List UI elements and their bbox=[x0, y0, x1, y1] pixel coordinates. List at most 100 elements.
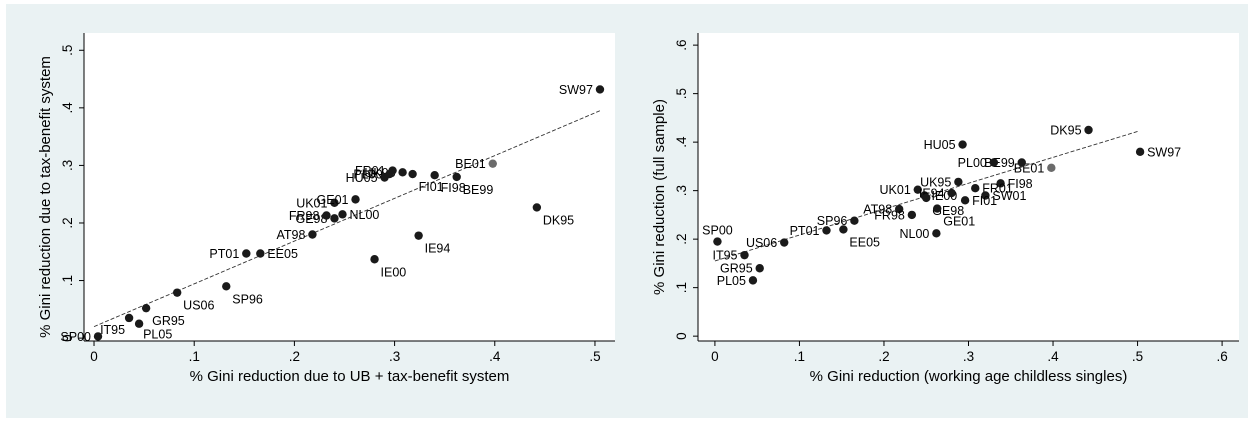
x-axis-title: % Gini reduction (working age childless … bbox=[810, 368, 1128, 385]
x-tick-label: .2 bbox=[289, 349, 300, 364]
point-label: SW97 bbox=[1147, 145, 1181, 159]
data-point bbox=[330, 198, 339, 208]
y-tick-label: .3 bbox=[60, 160, 75, 171]
data-point bbox=[850, 216, 859, 225]
data-point bbox=[740, 250, 749, 260]
point-label: SP96 bbox=[817, 214, 848, 228]
x-tick-label: .1 bbox=[189, 349, 200, 364]
point-label: SP96 bbox=[232, 292, 263, 306]
y-tick-label: .3 bbox=[674, 185, 689, 196]
data-point bbox=[532, 203, 542, 212]
data-point bbox=[960, 196, 970, 205]
point-label: BE01 bbox=[455, 157, 486, 171]
left-scatter-chart: 0 .1 .2 .3 .4 .5 0 .1 .2 .3 .4 .5 % Gini reduction d… bbox=[37, 33, 615, 385]
data-point bbox=[933, 204, 942, 213]
data-point bbox=[134, 319, 144, 328]
data-point bbox=[308, 230, 317, 239]
right-scatter-chart: 0 .1 .2 .3 .4 .5 .6 0 .1 .2 .3 .4 .5 .6 % Gini reducti… bbox=[651, 33, 1239, 385]
x-tick-label: .4 bbox=[1047, 349, 1059, 364]
point-label: PT01 bbox=[209, 247, 239, 261]
point-label: AT98 bbox=[863, 203, 892, 217]
x-tick-label: .1 bbox=[794, 349, 805, 364]
point-label: UK95 bbox=[920, 175, 951, 189]
data-point bbox=[822, 226, 831, 235]
data-point bbox=[1084, 125, 1093, 135]
point-label: GE01 bbox=[943, 215, 975, 229]
y-axis-title: % Gini reduction due to tax-benefit syst… bbox=[37, 56, 54, 338]
point-label: IT95 bbox=[712, 249, 737, 263]
data-point bbox=[172, 288, 182, 297]
data-point bbox=[907, 210, 917, 220]
x-tick-label: 0 bbox=[711, 349, 719, 364]
data-point bbox=[242, 249, 251, 258]
data-point bbox=[996, 179, 1005, 188]
point-label: HU05 bbox=[924, 138, 956, 152]
data-point bbox=[894, 204, 904, 214]
data-point bbox=[839, 225, 848, 234]
y-tick-label: .4 bbox=[60, 102, 75, 114]
point-label: EE05 bbox=[849, 235, 880, 249]
point-label: FI98 bbox=[441, 181, 466, 195]
point-label: EE05 bbox=[267, 247, 298, 261]
point-label: PL00 bbox=[353, 168, 382, 182]
point-label: DK95 bbox=[1050, 124, 1081, 138]
point-label: HU05 bbox=[346, 171, 378, 185]
point-label: FR01 bbox=[355, 164, 386, 178]
data-point bbox=[981, 191, 990, 200]
data-point bbox=[947, 188, 956, 198]
point-label: PL00 bbox=[958, 156, 987, 170]
point-label: GR95 bbox=[152, 314, 185, 328]
point-label: PL05 bbox=[143, 328, 172, 342]
point-label: SP00 bbox=[702, 224, 733, 238]
point-label: GR95 bbox=[720, 262, 753, 276]
point-label: FI01 bbox=[972, 194, 997, 208]
data-point bbox=[780, 238, 789, 247]
data-point bbox=[595, 85, 605, 94]
data-point bbox=[141, 303, 151, 313]
y-tick-label: 0 bbox=[60, 334, 75, 342]
data-point bbox=[755, 264, 764, 273]
point-label: GE01 bbox=[317, 193, 349, 207]
x-tick-label: .4 bbox=[489, 349, 501, 364]
point-label: PT01 bbox=[790, 224, 820, 238]
point-label: IE94 bbox=[425, 242, 451, 256]
y-tick-label: .6 bbox=[674, 39, 689, 50]
data-point bbox=[913, 185, 922, 194]
x-tick-label: .6 bbox=[1216, 349, 1227, 364]
point-label: DK95 bbox=[543, 213, 574, 227]
data-point bbox=[954, 177, 963, 187]
data-point bbox=[330, 214, 339, 223]
point-label: SW01 bbox=[992, 189, 1026, 203]
data-point bbox=[932, 229, 941, 238]
data-point bbox=[93, 332, 103, 341]
point-label: US06 bbox=[183, 299, 214, 313]
data-point bbox=[922, 193, 931, 203]
point-label: FR98 bbox=[289, 209, 320, 223]
data-point bbox=[958, 140, 967, 149]
point-label: UK01 bbox=[296, 196, 327, 210]
data-point bbox=[370, 255, 379, 264]
data-point bbox=[408, 169, 417, 179]
data-point bbox=[713, 237, 722, 246]
plot-area bbox=[698, 33, 1239, 341]
y-tick-label: .2 bbox=[60, 217, 75, 228]
data-point bbox=[452, 172, 461, 182]
data-point bbox=[322, 211, 331, 220]
y-axis-title: % Gini reduction (full sample) bbox=[651, 99, 668, 295]
point-label: NL00 bbox=[899, 227, 929, 241]
point-label: IE00 bbox=[381, 265, 407, 279]
point-label: FI01 bbox=[419, 180, 444, 194]
x-tick-label: .3 bbox=[389, 349, 400, 364]
point-label: UK01 bbox=[880, 183, 911, 197]
data-point bbox=[338, 210, 347, 219]
x-tick-label: .3 bbox=[963, 349, 974, 364]
y-tick-label: 0 bbox=[674, 332, 689, 340]
y-tick-label: .1 bbox=[60, 275, 75, 286]
point-label: NL00 bbox=[349, 208, 379, 222]
data-point bbox=[414, 231, 423, 240]
x-tick-label: .5 bbox=[589, 349, 600, 364]
data-point bbox=[351, 195, 360, 204]
point-label: BE99 bbox=[463, 183, 494, 197]
x-tick-label: 0 bbox=[90, 349, 98, 364]
y-tick-label: .5 bbox=[674, 88, 689, 99]
